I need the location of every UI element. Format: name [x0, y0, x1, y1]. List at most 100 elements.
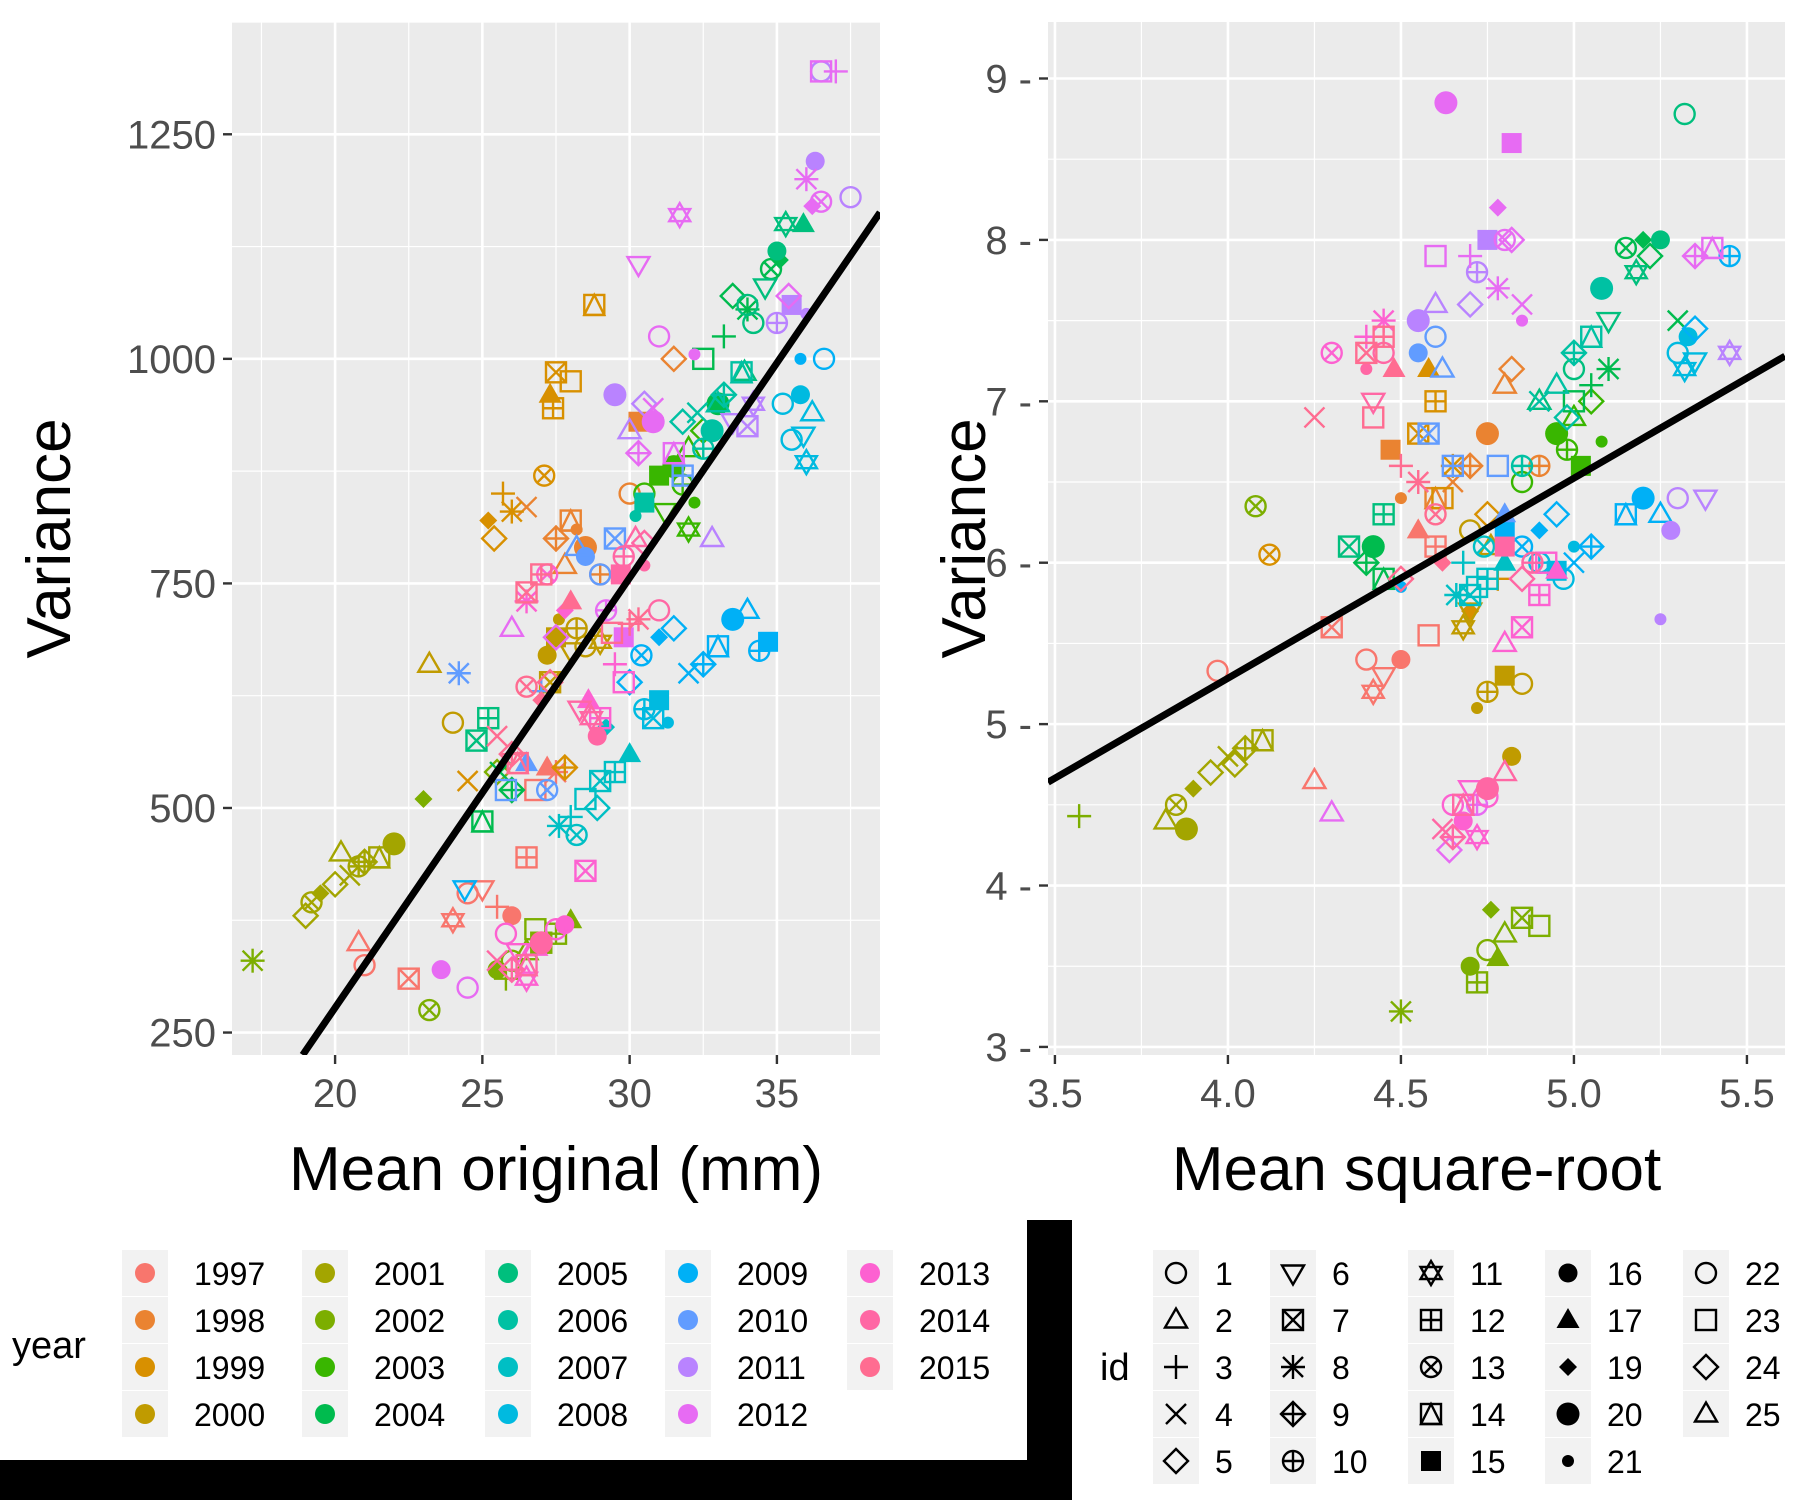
left-point-2015: [600, 621, 624, 645]
left-point-2014: [587, 726, 607, 746]
left-point-2007: [546, 813, 571, 838]
year-legend-swatch-2012: [678, 1404, 698, 1424]
id-legend-label-9: 9: [1332, 1397, 1350, 1433]
id-legend-shape-23: [1694, 1308, 1718, 1332]
right-point-2006: [1560, 339, 1588, 367]
right-point-2006: [1528, 390, 1551, 413]
left-point-2013: [504, 943, 531, 966]
right-point-2011: [1406, 309, 1430, 333]
left-point-2015: [530, 563, 553, 586]
left-point-2010: [563, 533, 590, 557]
right-point-2010: [1429, 355, 1456, 378]
id-legend-shape-7: [1281, 1308, 1305, 1332]
right-y-tick-label: 4 -: [985, 865, 1032, 909]
id-legend-label-6: 6: [1332, 1256, 1350, 1292]
year-legend-swatch-2014: [860, 1310, 880, 1330]
id-legend-shape-6: [1279, 1264, 1307, 1287]
left-point-2010: [588, 563, 612, 586]
right-x-tick-label: 4.5: [1373, 1072, 1429, 1116]
id-legend-shape-20: [1556, 1402, 1580, 1426]
id-legend-shape-8: [1281, 1355, 1305, 1379]
left-point-2007: [583, 794, 611, 822]
right-x-tick-label: 5.5: [1719, 1072, 1775, 1116]
id-legend: id12345678910111213141516171920212223242…: [1100, 1250, 1781, 1484]
left-point-2004: [711, 324, 736, 349]
right-point-2001: [1174, 817, 1198, 841]
right-panel: 3.5 4.0 4.5 5.0 5.5 3 - 4 - 5 - 6 - 7 - 8 - 9 - Mean…: [930, 22, 1785, 1204]
right-point-1997: [1360, 677, 1386, 707]
right-point-2002: [1465, 971, 1489, 994]
left-point-2015: [559, 589, 583, 610]
left-point-2011: [699, 524, 726, 548]
left-point-1999: [479, 511, 498, 530]
year-legend: year 1997 1998 1999 2000 2001 2002 2003 2004 2005…: [12, 1250, 990, 1437]
id-legend-key-bg: [1153, 1438, 1199, 1484]
left-point-2012: [456, 976, 479, 999]
year-legend-label-2009: 2009: [737, 1256, 808, 1292]
left-point-2001: [327, 838, 355, 862]
id-legend-shape-14: [1419, 1401, 1443, 1426]
left-point-2014: [578, 703, 604, 733]
right-point-2010: [1486, 454, 1510, 478]
left-point-2008: [790, 385, 810, 405]
right-point-1998: [1394, 492, 1407, 505]
id-legend-shape-21: [1562, 1455, 1574, 1467]
left-point-2014: [529, 931, 553, 955]
black-bar-vertical: [1027, 1220, 1072, 1500]
year-legend-label-2012: 2012: [737, 1397, 808, 1433]
right-point-2009: [1681, 314, 1709, 343]
right-point-2001: [1152, 807, 1179, 830]
right-point-1999: [1424, 390, 1447, 413]
left-point-2000: [441, 711, 465, 734]
left-x-axis-title: Mean original (mm): [289, 1135, 823, 1204]
right-point-1997: [1301, 766, 1328, 790]
right-point-2009: [1647, 500, 1674, 523]
left-point-2009: [734, 596, 761, 620]
id-legend-label-17: 17: [1607, 1303, 1643, 1339]
left-y-tick-label: 750: [149, 562, 216, 606]
right-point-2004: [1634, 230, 1653, 249]
right-point-2003: [1545, 422, 1569, 446]
left-point-2012: [647, 325, 671, 348]
right-point-2012: [1511, 293, 1533, 316]
left-point-2006: [729, 359, 754, 384]
right-point-2009: [1577, 532, 1605, 561]
right-point-2013: [1457, 779, 1484, 803]
id-legend-shape-2: [1162, 1306, 1190, 1329]
right-point-2007: [1493, 550, 1517, 571]
left-point-2014: [612, 545, 635, 568]
left-point-1997: [353, 953, 376, 977]
right-point-2008: [1552, 567, 1575, 591]
right-point-1998: [1380, 439, 1401, 460]
id-legend-shape-15: [1421, 1451, 1441, 1471]
right-point-2002: [1067, 804, 1092, 829]
year-legend-label-1998: 1998: [194, 1303, 265, 1339]
right-point-2014: [1431, 818, 1454, 840]
right-point-2003: [1560, 403, 1588, 427]
left-point-2010: [575, 546, 595, 566]
right-y-tick-label: 7 -: [985, 380, 1032, 424]
right-point-2002: [1528, 914, 1551, 938]
right-point-1997: [1417, 624, 1440, 647]
right-point-1997: [1355, 648, 1378, 671]
left-point-2012: [667, 200, 693, 230]
left-point-2009: [630, 644, 653, 667]
left-point-2003: [675, 515, 702, 544]
id-legend-shape-4: [1165, 1403, 1187, 1425]
right-point-2012: [1493, 228, 1516, 252]
left-point-2013: [602, 652, 627, 677]
right-point-2002: [1388, 999, 1413, 1024]
year-legend-title: year: [12, 1325, 86, 1367]
year-legend-label-2008: 2008: [557, 1397, 628, 1433]
left-point-2006: [704, 389, 732, 413]
id-legend-shape-13: [1419, 1355, 1443, 1379]
right-point-2004: [1636, 242, 1664, 270]
left-point-2005: [465, 729, 488, 752]
right-point-2000: [1502, 746, 1522, 766]
right-point-2013: [1510, 616, 1534, 639]
left-point-1999: [538, 382, 562, 403]
right-point-2005: [1372, 503, 1395, 526]
id-legend-shape-1: [1164, 1261, 1188, 1285]
left-point-2009: [689, 650, 717, 678]
year-legend-label-2007: 2007: [557, 1350, 628, 1386]
